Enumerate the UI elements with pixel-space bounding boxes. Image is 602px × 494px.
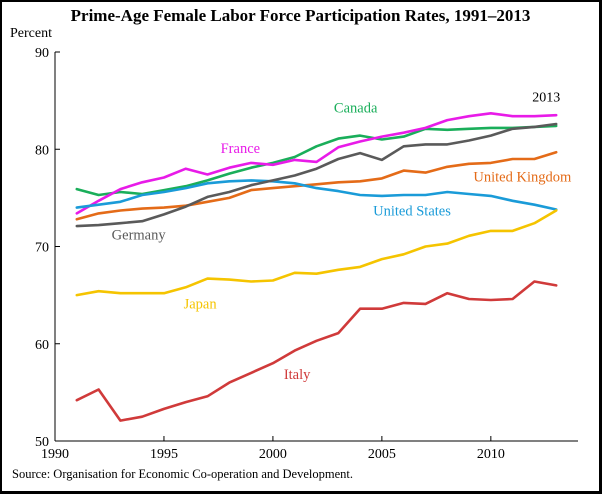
series-label-italy: Italy bbox=[284, 367, 311, 383]
x-tick-label: 2005 bbox=[368, 447, 396, 462]
series-lines bbox=[75, 112, 558, 422]
series-label-united-kingdom: United Kingdom bbox=[473, 169, 572, 185]
series-label-canada: Canada bbox=[334, 100, 378, 116]
x-tick-label: 1990 bbox=[41, 447, 69, 462]
x-tick-label: 2000 bbox=[259, 447, 287, 462]
series-line-united-states bbox=[75, 179, 558, 211]
x-tick-label: 2010 bbox=[477, 447, 505, 462]
series-line-canada bbox=[75, 124, 558, 197]
series-label-france: France bbox=[221, 141, 260, 157]
series-label-united-states: United States bbox=[373, 203, 451, 219]
source-note: Source: Organisation for Economic Co-ope… bbox=[12, 467, 353, 481]
series-label-germany: Germany bbox=[112, 228, 167, 244]
series-line-united-kingdom bbox=[75, 150, 558, 221]
end-year-label: 2013 bbox=[532, 91, 560, 106]
series-label-japan: Japan bbox=[184, 297, 218, 313]
series-line-germany bbox=[75, 122, 558, 228]
y-tick-label: 50 bbox=[35, 435, 49, 450]
series-line-france bbox=[75, 112, 558, 215]
chart-title: Prime-Age Female Labor Force Participati… bbox=[70, 6, 531, 25]
y-tick-label: 60 bbox=[35, 338, 49, 353]
series-line-japan bbox=[75, 209, 558, 297]
y-tick-label: 70 bbox=[35, 241, 49, 256]
y-axis-label: Percent bbox=[10, 26, 52, 41]
series-labels: Canada France United Kingdom United States G… bbox=[112, 91, 572, 383]
y-tick-label: 80 bbox=[35, 143, 49, 158]
x-tick-label: 1995 bbox=[150, 447, 178, 462]
y-tick-label: 90 bbox=[35, 46, 49, 61]
series-line-italy bbox=[75, 280, 558, 422]
axes: 50 60 70 80 90 1990 1995 2000 2005 2010 Percent bbox=[10, 26, 578, 462]
